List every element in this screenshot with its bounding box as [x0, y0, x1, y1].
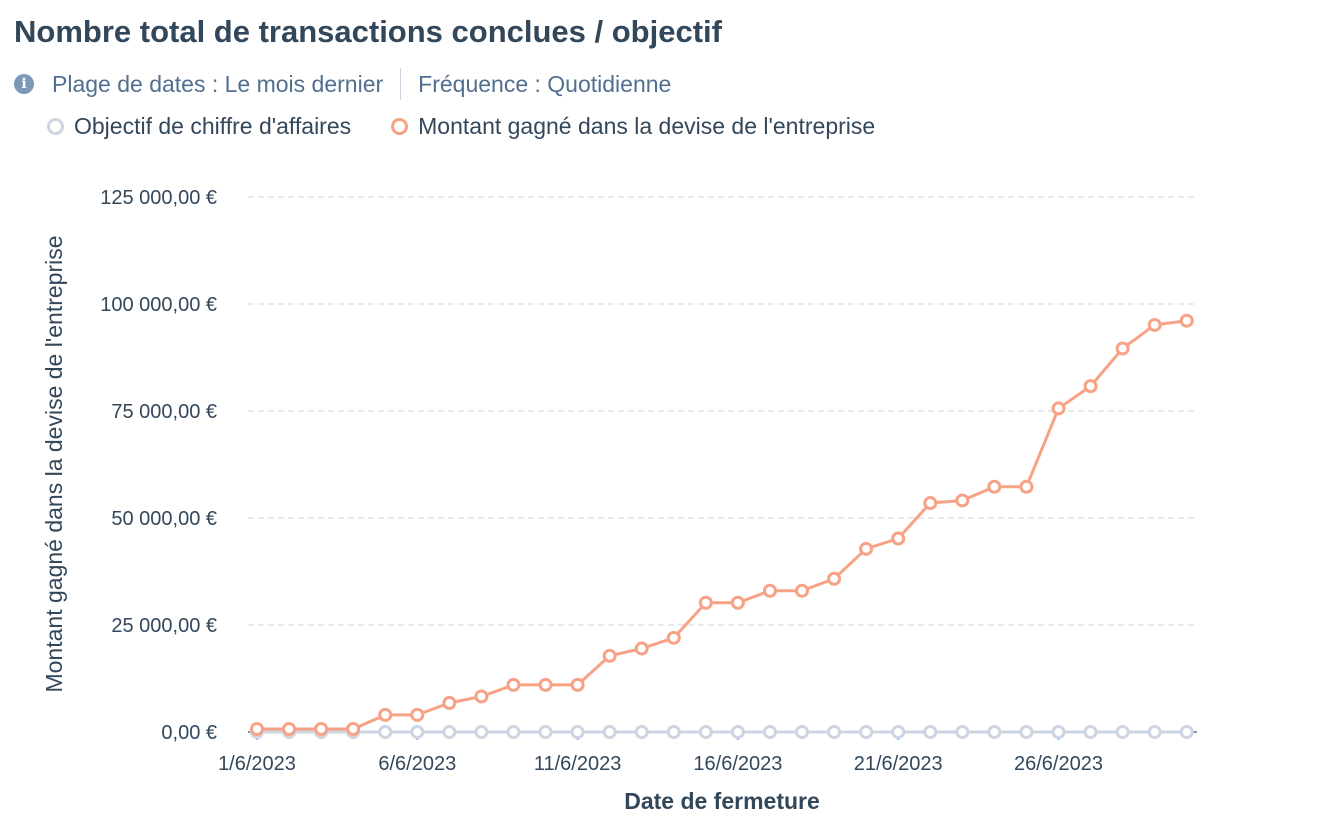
- x-tick-label: 11/6/2023: [534, 753, 622, 775]
- data-point-amount-won: [1115, 341, 1130, 356]
- y-tick-label: 25 000,00 €: [111, 615, 217, 637]
- data-point-amount-won: [442, 695, 457, 710]
- legend-item-objective[interactable]: Objectif de chiffre d'affaires: [47, 113, 351, 140]
- data-point-amount-won: [570, 677, 585, 692]
- data-point-objective: [891, 725, 906, 739]
- legend-marker-objective: [47, 117, 64, 135]
- data-point-amount-won: [602, 648, 617, 663]
- data-point-amount-won: [730, 595, 745, 610]
- data-point-objective: [1179, 725, 1194, 739]
- filter-divider: [400, 68, 402, 100]
- data-point-objective: [538, 725, 553, 739]
- data-point-amount-won: [538, 677, 553, 692]
- data-point-amount-won: [1083, 379, 1098, 394]
- data-point-objective: [1019, 725, 1034, 739]
- data-point-objective: [698, 725, 713, 739]
- data-point-amount-won: [1019, 479, 1034, 494]
- data-point-amount-won: [987, 479, 1002, 494]
- y-tick-label: 50 000,00 €: [111, 508, 217, 530]
- chart-legend: Objectif de chiffre d'affaires Montant g…: [47, 111, 915, 141]
- data-point-amount-won: [1147, 317, 1162, 332]
- data-point-amount-won: [506, 677, 521, 692]
- data-point-amount-won: [795, 583, 810, 598]
- data-point-amount-won: [827, 571, 842, 586]
- data-point-amount-won: [666, 630, 681, 645]
- data-point-objective: [602, 725, 617, 739]
- data-point-objective: [859, 725, 874, 739]
- data-point-objective: [795, 725, 810, 739]
- data-point-objective: [506, 725, 521, 739]
- legend-label-objective: Objectif de chiffre d'affaires: [74, 112, 352, 139]
- data-point-amount-won: [762, 583, 777, 598]
- data-point-objective: [410, 725, 425, 739]
- report-filters: i Plage de dates : Le mois dernier Fréqu…: [14, 68, 671, 100]
- x-axis-title: Date de fermeture: [624, 788, 820, 814]
- data-point-amount-won: [634, 641, 649, 656]
- chart-title: Nombre total de transactions conclues / …: [14, 14, 722, 49]
- data-point-amount-won: [378, 707, 393, 722]
- data-point-objective: [634, 725, 649, 739]
- data-point-objective: [730, 725, 745, 739]
- legend-marker-amount-won: [391, 117, 409, 135]
- data-point-amount-won: [923, 496, 938, 511]
- y-tick-label: 125 000,00 €: [100, 187, 217, 209]
- data-point-objective: [666, 725, 681, 739]
- data-point-amount-won: [1179, 313, 1194, 328]
- y-axis-title: Montant gagné dans la devise de l'entrep…: [41, 235, 67, 692]
- x-tick-label: 26/6/2023: [1014, 753, 1103, 775]
- frequency-filter[interactable]: Fréquence : Quotidienne: [418, 70, 672, 97]
- data-point-amount-won: [346, 722, 361, 737]
- data-point-objective: [442, 725, 457, 739]
- data-point-objective: [1051, 725, 1066, 739]
- data-point-amount-won: [891, 531, 906, 546]
- x-tick-label: 1/6/2023: [218, 753, 296, 775]
- data-point-amount-won: [474, 689, 489, 704]
- legend-item-amount-won[interactable]: Montant gagné dans la devise de l'entrep…: [391, 113, 875, 140]
- data-point-objective: [923, 725, 938, 739]
- info-icon[interactable]: i: [14, 74, 34, 94]
- series-line-amount-won: [257, 319, 1187, 731]
- x-tick-label: 16/6/2023: [693, 753, 782, 775]
- data-point-objective: [827, 725, 842, 739]
- y-tick-label: 100 000,00 €: [100, 294, 217, 316]
- data-point-amount-won: [250, 722, 264, 737]
- x-tick-label: 6/6/2023: [378, 753, 456, 775]
- data-point-objective: [570, 725, 585, 739]
- data-point-amount-won: [1051, 401, 1066, 416]
- data-point-amount-won: [859, 541, 874, 556]
- data-point-objective: [1147, 725, 1162, 739]
- x-tick-label: 21/6/2023: [854, 753, 943, 775]
- data-point-objective: [955, 725, 970, 739]
- data-point-amount-won: [698, 595, 713, 610]
- data-point-amount-won: [314, 722, 329, 737]
- data-point-objective: [1083, 725, 1098, 739]
- data-point-objective: [378, 725, 393, 739]
- date-range-filter[interactable]: Plage de dates : Le mois dernier: [52, 70, 384, 97]
- data-point-amount-won: [410, 707, 425, 722]
- y-tick-label: 75 000,00 €: [111, 401, 217, 423]
- legend-label-amount-won: Montant gagné dans la devise de l'entrep…: [418, 112, 876, 139]
- data-point-objective: [474, 725, 489, 739]
- data-point-amount-won: [955, 493, 970, 508]
- data-point-objective: [762, 725, 777, 739]
- y-tick-label: 0,00 €: [161, 722, 217, 744]
- data-point-objective: [987, 725, 1002, 739]
- data-point-objective: [1115, 725, 1130, 739]
- data-point-amount-won: [282, 722, 297, 737]
